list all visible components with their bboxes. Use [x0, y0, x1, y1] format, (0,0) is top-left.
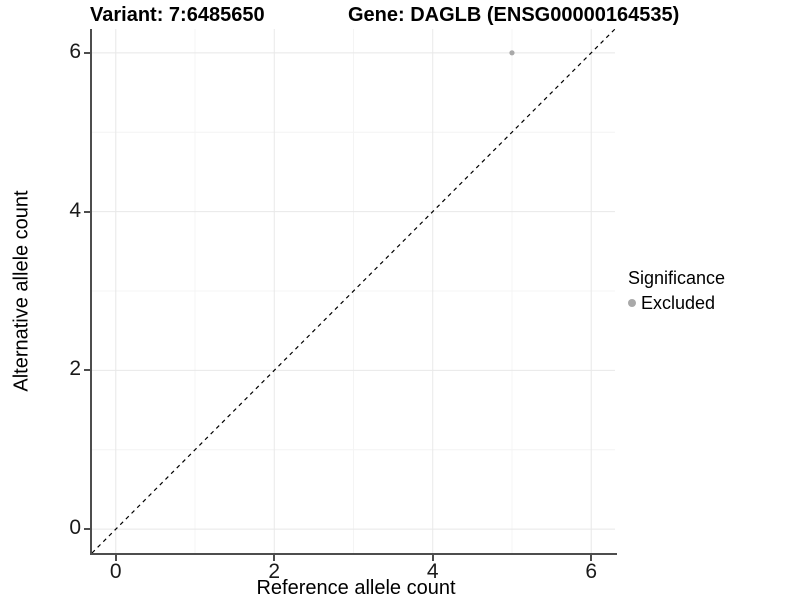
- x-axis-tick: [590, 555, 593, 561]
- x-axis-tick: [431, 555, 434, 561]
- y-axis-tick-label: 0: [69, 516, 81, 540]
- x-axis-title: Reference allele count: [256, 577, 456, 599]
- data-point: [509, 50, 515, 56]
- y-axis-tick: [84, 369, 90, 372]
- y-axis-tick-label: 6: [69, 39, 81, 63]
- y-axis-tick: [84, 528, 90, 531]
- x-axis-tick: [114, 555, 117, 561]
- legend-item-excluded: Excluded: [628, 293, 725, 313]
- x-axis-tick-label: 6: [585, 560, 598, 583]
- plot-title-gene: Gene: DAGLB (ENSG00000164535): [348, 4, 680, 26]
- x-axis-tick-label: 0: [109, 560, 122, 583]
- chart-area: [91, 28, 616, 554]
- legend-item-label: Excluded: [641, 292, 716, 313]
- identity-reference-line: [91, 28, 616, 554]
- plot-panel: [91, 28, 616, 554]
- legend: Significance Excluded: [628, 268, 725, 313]
- x-axis-tick: [273, 555, 276, 561]
- legend-title: Significance: [628, 268, 726, 288]
- legend-point-icon: [628, 299, 636, 307]
- y-axis-tick: [84, 51, 90, 54]
- y-axis-tick: [84, 210, 90, 213]
- plot-title-variant: Variant: 7:6485650: [90, 4, 265, 26]
- y-axis-title: Alternative allele count: [10, 190, 33, 392]
- x-axis-line: [90, 553, 617, 555]
